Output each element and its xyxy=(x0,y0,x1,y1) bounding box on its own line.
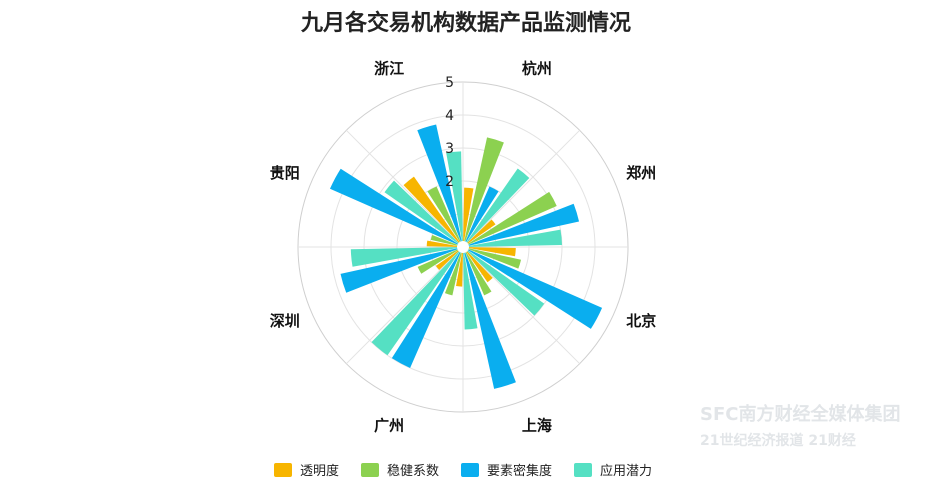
grid-spoke xyxy=(345,129,464,248)
bar-稳健系数-浙江 xyxy=(427,186,463,247)
category-label-杭州: 杭州 xyxy=(522,60,552,78)
watermark: SFC南方财经全媒体集团 21世纪经济报道 21财经 xyxy=(700,403,900,449)
bar-要素密集度-广州 xyxy=(391,247,463,368)
bar-透明度-杭州 xyxy=(463,187,474,247)
category-label-广州: 广州 xyxy=(374,416,404,434)
radial-tick-4: 4 xyxy=(445,108,454,124)
bar-应用潜力-浙江 xyxy=(446,151,463,247)
watermark-line1: SFC南方财经全媒体集团 xyxy=(700,403,900,425)
bar-透明度-浙江 xyxy=(403,176,463,247)
bar-应用潜力-北京 xyxy=(463,247,545,316)
bar-透明度-贵阳 xyxy=(426,240,463,247)
bar-要素密集度-浙江 xyxy=(417,124,463,247)
legend-label-透明度: 透明度 xyxy=(300,463,339,479)
bar-稳健系数-深圳 xyxy=(417,247,463,274)
legend-swatch-要素密集度 xyxy=(461,463,479,477)
bar-应用潜力-杭州 xyxy=(463,168,530,247)
bar-透明度-北京 xyxy=(463,247,516,257)
bar-应用潜力-郑州 xyxy=(463,229,562,247)
category-label-深圳: 深圳 xyxy=(270,312,300,330)
legend-swatch-应用潜力 xyxy=(574,463,592,477)
watermark-line2: 21世纪经济报道 21财经 xyxy=(700,432,856,449)
legend-label-要素密集度: 要素密集度 xyxy=(487,463,552,479)
bar-稳健系数-贵阳 xyxy=(430,234,463,247)
bar-稳健系数-上海 xyxy=(463,247,492,296)
polar-grid xyxy=(297,81,629,413)
radial-tick-labels: 2 3 4 5 xyxy=(445,75,454,190)
bar-透明度-广州 xyxy=(456,247,463,287)
category-label-郑州: 郑州 xyxy=(626,164,656,182)
bar-稳健系数-广州 xyxy=(444,247,463,296)
bar-要素密集度-杭州 xyxy=(463,186,499,247)
category-label-上海: 上海 xyxy=(522,416,552,434)
category-label-贵阳: 贵阳 xyxy=(270,164,300,182)
legend-swatch-透明度 xyxy=(274,463,292,477)
bar-要素密集度-郑州 xyxy=(463,203,580,247)
grid-spoke xyxy=(462,246,581,365)
bar-series-group xyxy=(329,124,603,389)
bar-应用潜力-广州 xyxy=(371,247,463,356)
bar-要素密集度-贵阳 xyxy=(329,168,463,247)
chart-title: 九月各交易机构数据产品监测情况 xyxy=(300,10,631,36)
bar-要素密集度-深圳 xyxy=(340,247,463,293)
legend-label-稳健系数: 稳健系数 xyxy=(387,463,439,479)
bar-应用潜力-上海 xyxy=(463,247,478,330)
legend-swatch-稳健系数 xyxy=(361,463,379,477)
bar-透明度-郑州 xyxy=(463,219,496,247)
category-label-北京: 北京 xyxy=(626,312,656,330)
grid-spoke xyxy=(345,246,464,365)
bar-透明度-上海 xyxy=(463,247,493,283)
radial-tick-2: 2 xyxy=(445,174,454,190)
radial-tick-5: 5 xyxy=(445,75,454,91)
bar-稳健系数-郑州 xyxy=(463,191,557,247)
center-hub xyxy=(457,241,469,253)
legend: 透明度 稳健系数 要素密集度 应用潜力 xyxy=(274,463,652,479)
category-label-浙江: 浙江 xyxy=(374,60,404,78)
bar-应用潜力-深圳 xyxy=(350,247,463,267)
bar-透明度-深圳 xyxy=(435,247,463,270)
bar-应用潜力-贵阳 xyxy=(384,180,463,247)
bar-要素密集度-上海 xyxy=(463,247,516,389)
bar-稳健系数-杭州 xyxy=(463,137,504,247)
legend-label-应用潜力: 应用潜力 xyxy=(600,463,652,479)
bar-要素密集度-北京 xyxy=(463,247,603,329)
radial-tick-3: 3 xyxy=(445,141,454,157)
bar-稳健系数-北京 xyxy=(463,247,522,269)
grid-spoke xyxy=(462,129,581,248)
